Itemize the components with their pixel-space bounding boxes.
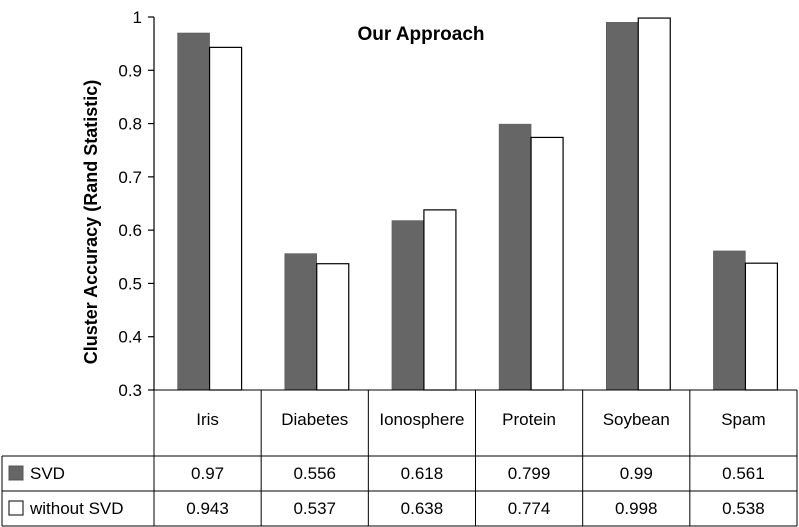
bars <box>177 17 779 391</box>
bar-svd-diabetes <box>284 253 317 391</box>
y-tick-label: 0.3 <box>118 381 142 400</box>
bar-svd-soybean <box>606 22 639 391</box>
axes: 0.3 0.4 0.5 0.6 0.7 0.8 0.9 1 <box>118 8 155 400</box>
table-cell-value: 0.556 <box>293 464 336 483</box>
bar-without-svd-iris <box>208 46 243 391</box>
category-label: Spam <box>721 410 765 429</box>
category-label: Diabetes <box>281 410 348 429</box>
legend-swatch-svd <box>8 465 24 481</box>
table-cell-value: 0.561 <box>722 464 765 483</box>
table-cell-value: 0.638 <box>401 499 444 518</box>
category-label: Soybean <box>603 410 670 429</box>
table-cell-value: 0.618 <box>401 464 444 483</box>
table-cell-value: 0.97 <box>191 464 224 483</box>
table-cell-value: 0.799 <box>508 464 551 483</box>
y-tick-label: 0.8 <box>118 115 142 134</box>
legend-swatch-without-svd <box>8 500 24 516</box>
y-tick-label: 0.4 <box>118 328 142 347</box>
legend-label: SVD <box>30 464 65 483</box>
y-tick-label: 0.5 <box>118 274 142 293</box>
bar-without-svd-spam <box>744 262 779 391</box>
y-tick-label: 0.6 <box>118 221 142 240</box>
bar-svd-protein <box>498 123 532 391</box>
table-cell-value: 0.774 <box>508 499 551 518</box>
y-tick-label: 1 <box>133 8 142 27</box>
category-label: Iris <box>196 410 219 429</box>
y-tick-label: 0.9 <box>118 61 142 80</box>
bar-svd-iris <box>177 32 210 391</box>
bar-without-svd-soybean <box>637 17 671 391</box>
table-cell-value: 0.99 <box>620 464 653 483</box>
table-cell-value: 0.537 <box>293 499 336 518</box>
bar-without-svd-diabetes <box>316 263 350 391</box>
bar-without-svd-ionosphere <box>423 209 457 391</box>
legend-label: without SVD <box>29 499 124 518</box>
table-cell-value: 0.998 <box>615 499 658 518</box>
table-cell-value: 0.943 <box>186 499 229 518</box>
y-tick-label: 0.7 <box>118 168 142 187</box>
category-label: Ionosphere <box>379 410 464 429</box>
data-table: Iris Diabetes Ionosphere Protein Soybean Spam… <box>1 389 798 527</box>
bar-svd-ionosphere <box>391 220 425 391</box>
chart-title: Our Approach <box>357 24 484 45</box>
y-axis-label: Cluster Accuracy (Rand Statistic) <box>81 80 101 364</box>
category-label: Protein <box>502 410 556 429</box>
bar-without-svd-protein <box>530 136 564 391</box>
table-cell-value: 0.538 <box>722 499 765 518</box>
bar-svd-spam <box>713 250 746 391</box>
